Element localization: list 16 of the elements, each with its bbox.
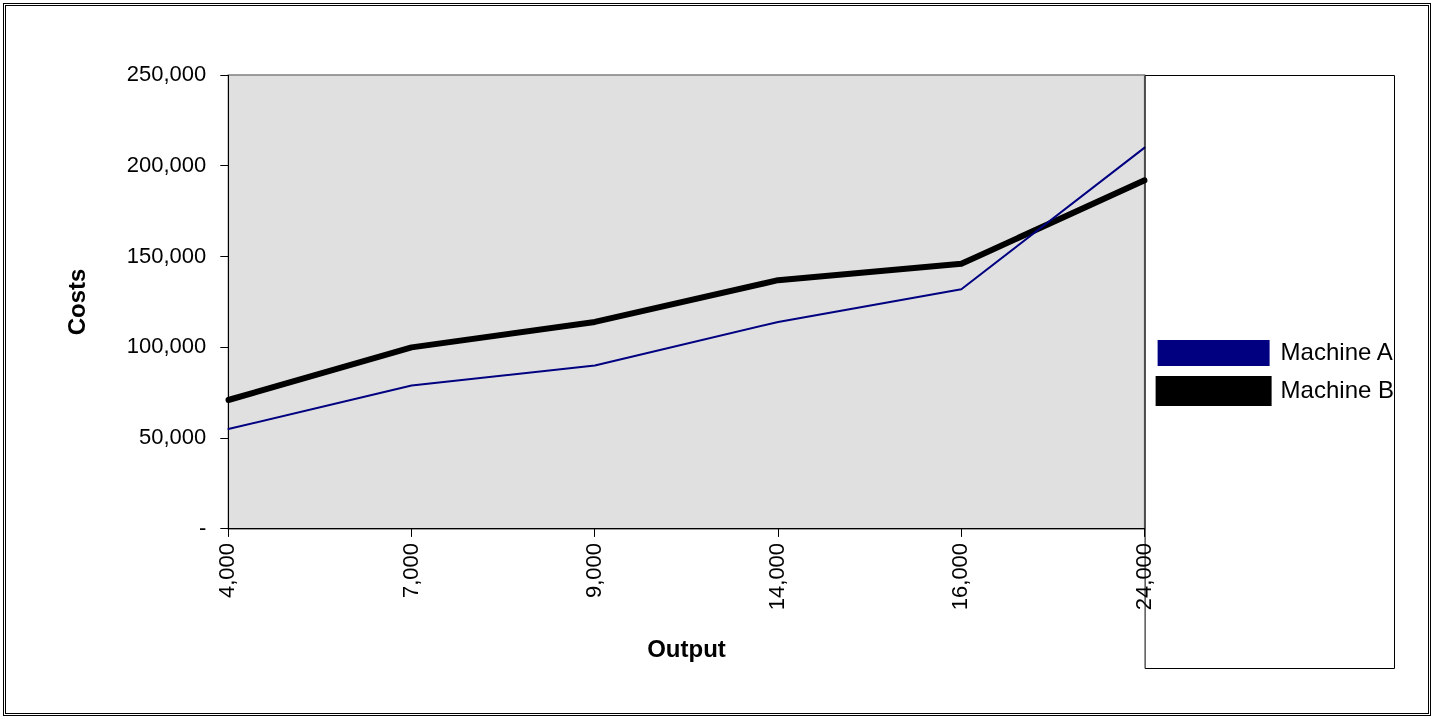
- x-tick-label: 4,000: [214, 542, 240, 598]
- y-axis-title: Costs: [63, 268, 91, 336]
- x-tick-label: 16,000: [947, 542, 973, 611]
- y-tick-label: 150,000: [126, 242, 207, 268]
- x-tick-label: 14,000: [764, 542, 790, 611]
- y-tick-label: 200,000: [126, 151, 207, 177]
- y-tick-label: 50,000: [139, 424, 207, 450]
- x-tick-label: 7,000: [397, 542, 423, 598]
- x-tick-label: 9,000: [580, 542, 606, 598]
- legend-label: Machine B: [1280, 375, 1394, 403]
- x-tick-label: 24,000: [1130, 542, 1156, 611]
- x-axis-title: Output: [647, 635, 726, 663]
- legend-label: Machine A: [1280, 337, 1393, 365]
- y-tick-label: 250,000: [126, 61, 207, 87]
- y-tick-label: -: [199, 514, 207, 540]
- y-tick-label: 100,000: [126, 333, 207, 359]
